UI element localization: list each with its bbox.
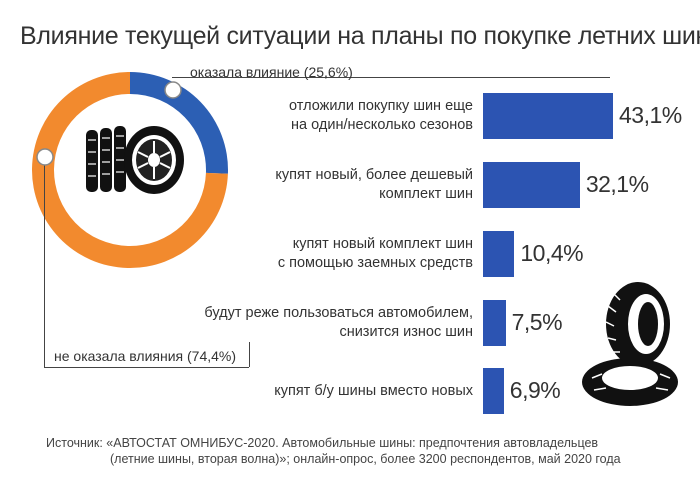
bar-1 <box>483 93 613 139</box>
bar-4 <box>483 300 506 346</box>
source-note: Источник: «АВТОСТАТ ОМНИБУС-2020. Автомо… <box>46 435 621 467</box>
bar-label-line: купят новый, более дешевый <box>275 167 473 183</box>
source-line-1: Источник: «АВТОСТАТ ОМНИБУС-2020. Автомо… <box>46 436 599 450</box>
bar-label-1: отложили покупку шин еще на один/нескольк… <box>173 97 473 135</box>
bar-label-4: будут реже пользоваться автомобилем, сниз… <box>173 304 473 342</box>
tire-stack-icon <box>582 282 678 406</box>
tires-stack-icon <box>86 126 184 194</box>
bar-label-line: купят новый комплект шин <box>292 236 473 252</box>
bar-3 <box>483 231 515 277</box>
affected-label: оказала влияние (25,6%) <box>190 64 353 80</box>
not-affected-bracket-bottom <box>44 367 249 368</box>
bar-2 <box>483 162 580 208</box>
bar-value-5: 6,9% <box>509 377 561 403</box>
bar-label-line: купят б/у шины вместо новых <box>274 383 473 399</box>
bar-label-line: на один/несколько сезонов <box>291 117 473 133</box>
bar-label-line: снизится износ шин <box>339 324 473 340</box>
not-affected-bracket-right <box>249 342 250 367</box>
bar-value-3: 10,4% <box>520 240 584 266</box>
bar-label-3: купят новый комплект шин с помощью заемны… <box>173 235 473 273</box>
bar-label-line: комплект шин <box>379 186 473 202</box>
bar-value-1: 43,1% <box>619 102 682 128</box>
bar-label-line: с помощью заемных средств <box>277 255 473 271</box>
donut-chart <box>30 70 230 270</box>
not-affected-label: не оказала влияния (74,4%) <box>54 348 237 364</box>
not-affected-bracket <box>44 157 45 367</box>
affected-bracket <box>172 77 610 78</box>
donut-svg <box>32 72 228 269</box>
bar-value-4: 7,5% <box>511 309 563 335</box>
not-affected-marker-icon <box>36 148 54 166</box>
bar-label-2: купят новый, более дешевый комплект шин <box>173 166 473 204</box>
chart-title: Влияние текущей ситуации на планы по пок… <box>20 22 700 50</box>
bar-label-line: отложили покупку шин еще <box>289 98 473 114</box>
bar-value-2: 32,1% <box>585 171 649 197</box>
bar-5 <box>483 368 504 414</box>
bar-label-line: будут реже пользоваться автомобилем, <box>204 305 473 321</box>
donut-slice-affected <box>130 72 228 174</box>
source-line-2: (летние шины, вторая волна)»; онлайн-опр… <box>110 452 621 466</box>
affected-marker-icon <box>164 81 182 99</box>
bar-label-5: купят б/у шины вместо новых <box>173 382 473 401</box>
